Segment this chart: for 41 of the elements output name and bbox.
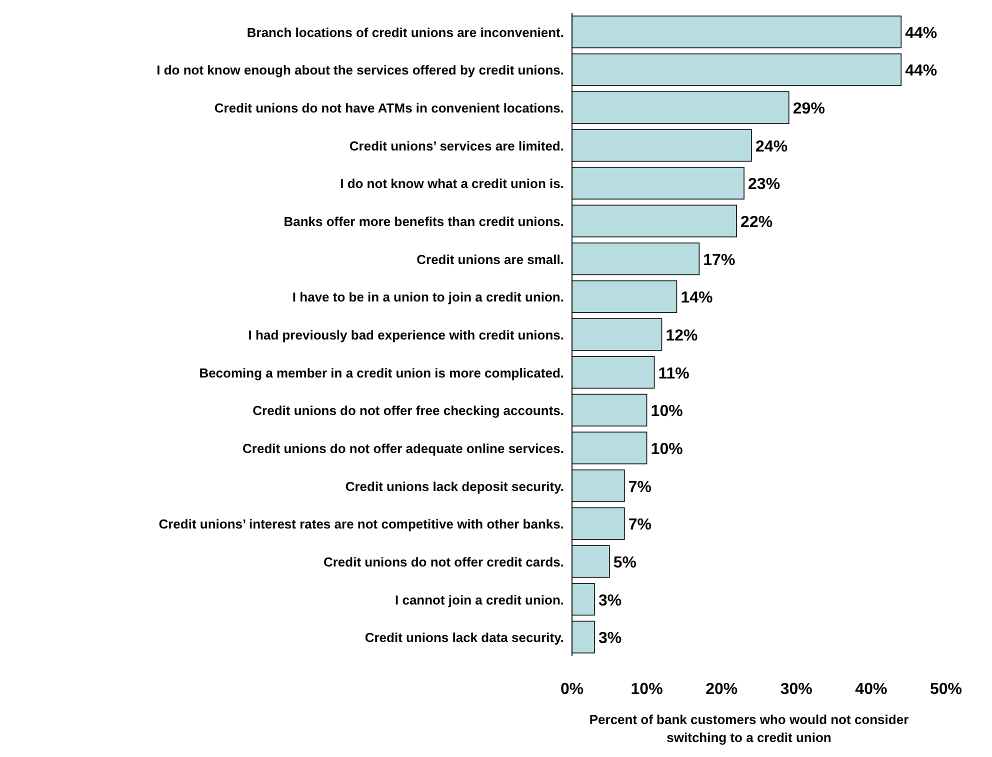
data-label: 3% [598,592,622,610]
y-tick-label: Credit unions do not have ATMs in convenient locations. [214,100,564,116]
data-label: 10% [650,403,683,420]
y-tick-label: I had previously bad experience with credit unions. [248,328,564,342]
data-label: 7% [628,516,652,534]
data-label: 11% [658,365,690,382]
data-label: 3% [598,630,622,648]
data-label: 24% [756,138,788,156]
data-label: 5% [613,554,637,572]
y-tick-label: Banks offer more benefits than credit unions. [284,214,564,230]
y-tick-label: Credit unions do not offer credit cards. [323,554,564,570]
y-tick-label: I have to be in a union to join a credit union. [292,290,564,305]
y-tick-label: Becoming a member in a credit union is more complicated. [199,365,564,380]
data-label: 12% [666,328,698,344]
y-tick-label: Credit unions are small. [416,252,564,267]
x-tick-label: 50% [930,681,962,698]
x-tick-label: 30% [780,681,812,698]
data-label: 14% [680,290,713,307]
data-label: 44% [905,24,938,42]
y-tick-label: Credit unions do not offer free checking accounts. [252,403,564,418]
y-tick-label: Credit unions do not offer adequate online services. [242,440,564,456]
y-tick-label: Credit unions lack deposit security. [345,478,564,494]
data-label: 10% [650,440,683,458]
data-label: 7% [628,478,652,496]
y-tick-label: I do not know enough about the services offered by credit unions. [156,62,564,78]
x-tick-label: 10% [630,681,663,698]
data-label: 29% [792,100,825,118]
y-tick-label: I do not know what a credit union is. [340,176,564,192]
data-label: 23% [748,176,780,194]
y-tick-label: Credit unions’ interest rates are not competitive with other banks. [158,516,564,532]
data-label: 22% [740,214,773,232]
y-tick-label: I cannot join a credit union. [394,592,564,608]
data-label: 17% [703,252,736,269]
y-tick-label: Credit unions lack data security. [364,630,564,646]
x-axis-title: Percent of bank customers who would not consider switching to a credit union [589,712,909,745]
x-tick-label: 20% [706,681,738,698]
x-tick-label: 40% [855,681,888,698]
data-label: 44% [905,62,938,80]
y-tick-label: Branch locations of credit unions are inconvenient. [246,24,564,40]
x-tick-label: 0% [560,681,584,698]
y-tick-label: Credit unions’ services are limited. [349,138,564,154]
